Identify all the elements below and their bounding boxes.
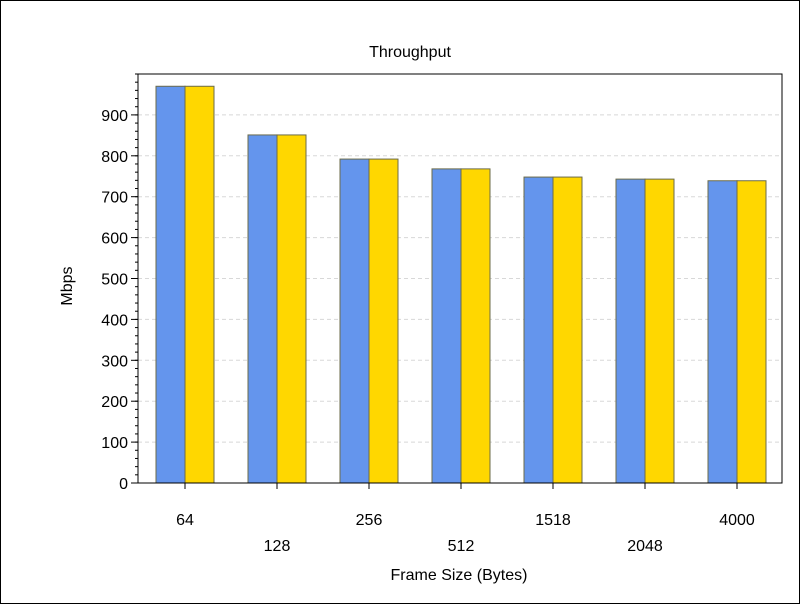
axes-group <box>131 73 783 489</box>
x-axis-label: Frame Size (Bytes) <box>391 567 528 584</box>
y-axis-label: Mbps <box>59 266 76 305</box>
y-tick-label: 900 <box>101 108 128 125</box>
bar-series-1 <box>339 158 370 484</box>
y-tick-label: 200 <box>101 394 128 411</box>
x-tick-label: 2048 <box>627 538 663 555</box>
y-tick-label: 600 <box>101 231 128 248</box>
x-tick-label: 1518 <box>535 512 571 529</box>
y-tick-label: 700 <box>101 190 128 207</box>
y-tick-label: 800 <box>101 149 128 166</box>
bar-series-2 <box>460 168 491 484</box>
x-tick-label: 4000 <box>719 512 755 529</box>
bars-group <box>155 85 767 484</box>
y-tick-label: 500 <box>101 272 128 289</box>
bar-series-2 <box>276 134 307 484</box>
y-tick-label: 0 <box>119 476 128 493</box>
bar-series-1 <box>523 176 554 484</box>
y-tick-label: 100 <box>101 435 128 452</box>
x-tick-label: 512 <box>448 538 475 555</box>
x-tick-label: 64 <box>176 512 194 529</box>
chart-title: Throughput <box>369 44 451 61</box>
bar-series-1 <box>615 178 646 484</box>
y-tick-label: 400 <box>101 312 128 329</box>
bar-series-2 <box>644 178 675 484</box>
bar-series-2 <box>736 180 767 484</box>
bar-series-2 <box>368 158 399 484</box>
bar-series-1 <box>155 85 186 484</box>
bar-series-2 <box>184 85 215 484</box>
bar-series-1 <box>247 134 278 484</box>
bar-series-2 <box>552 176 583 484</box>
y-tick-label: 300 <box>101 353 128 370</box>
x-tick-label: 128 <box>264 538 291 555</box>
bar-series-1 <box>431 168 462 484</box>
x-tick-label: 256 <box>356 512 383 529</box>
labels-group: Throughput Frame Size (Bytes) Mbps 0 100 2… <box>59 44 755 584</box>
bar-series-1 <box>707 180 738 484</box>
